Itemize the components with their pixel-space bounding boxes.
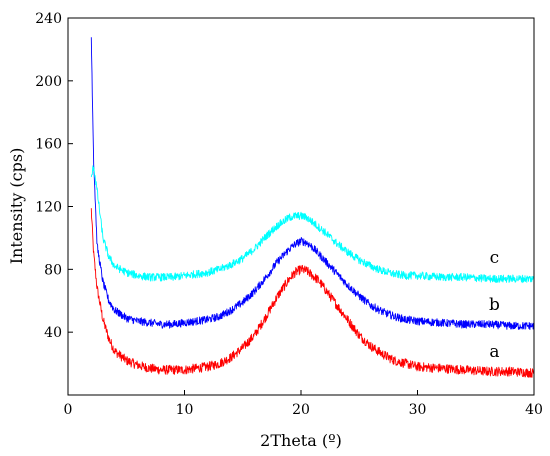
y-tick-label: 120 — [35, 200, 62, 216]
y-tick-label: 40 — [44, 325, 62, 341]
labels-layer: a b c — [489, 248, 500, 362]
series-layer — [90, 37, 535, 378]
series-label-a: a — [489, 342, 499, 362]
series-label-b: b — [489, 295, 500, 315]
series-line-a — [90, 208, 535, 378]
x-tick-label: 30 — [409, 402, 427, 418]
ticks-layer: 0 10 20 30 40 40 80 120 160 200 240 — [35, 11, 543, 418]
y-tick-label: 240 — [35, 11, 62, 27]
y-tick-label: 200 — [35, 74, 62, 90]
y-axis-title: Intensity (cps) — [7, 148, 26, 265]
series-label-c: c — [490, 248, 500, 268]
x-tick-label: 40 — [525, 402, 543, 418]
x-tick-label: 20 — [292, 402, 310, 418]
series-line-b — [90, 37, 535, 331]
y-tick-label: 80 — [44, 262, 62, 278]
series-line-c — [90, 165, 535, 284]
plot-frame — [67, 17, 535, 396]
x-tick-label: 10 — [176, 402, 194, 418]
x-tick-label: 0 — [64, 402, 73, 418]
x-axis-title: 2Theta (º) — [260, 431, 342, 450]
y-tick-label: 160 — [35, 137, 62, 153]
